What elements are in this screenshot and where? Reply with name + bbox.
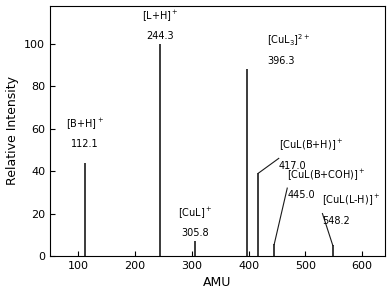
Text: [CuL(B+H)]$^+$: [CuL(B+H)]$^+$ — [279, 137, 343, 152]
Text: [CuL]$^+$: [CuL]$^+$ — [178, 205, 212, 220]
Text: [B+H]$^+$: [B+H]$^+$ — [66, 116, 104, 131]
Text: [CuL(L-H)]$^+$: [CuL(L-H)]$^+$ — [323, 192, 381, 207]
Text: 396.3: 396.3 — [267, 57, 294, 66]
Text: 305.8: 305.8 — [181, 228, 209, 238]
Text: [CuL$_3$]$^{2+}$: [CuL$_3$]$^{2+}$ — [267, 32, 310, 48]
Text: 112.1: 112.1 — [71, 139, 99, 149]
Text: 445.0: 445.0 — [287, 190, 315, 200]
Text: 417.0: 417.0 — [279, 160, 307, 171]
Text: 548.2: 548.2 — [323, 216, 350, 226]
Text: [L+H]$^+$: [L+H]$^+$ — [142, 8, 179, 22]
X-axis label: AMU: AMU — [203, 276, 232, 289]
Text: 244.3: 244.3 — [147, 31, 174, 41]
Text: [CuL(B+COH)]$^+$: [CuL(B+COH)]$^+$ — [287, 167, 366, 182]
Y-axis label: Relative Intensity: Relative Intensity — [5, 76, 18, 185]
